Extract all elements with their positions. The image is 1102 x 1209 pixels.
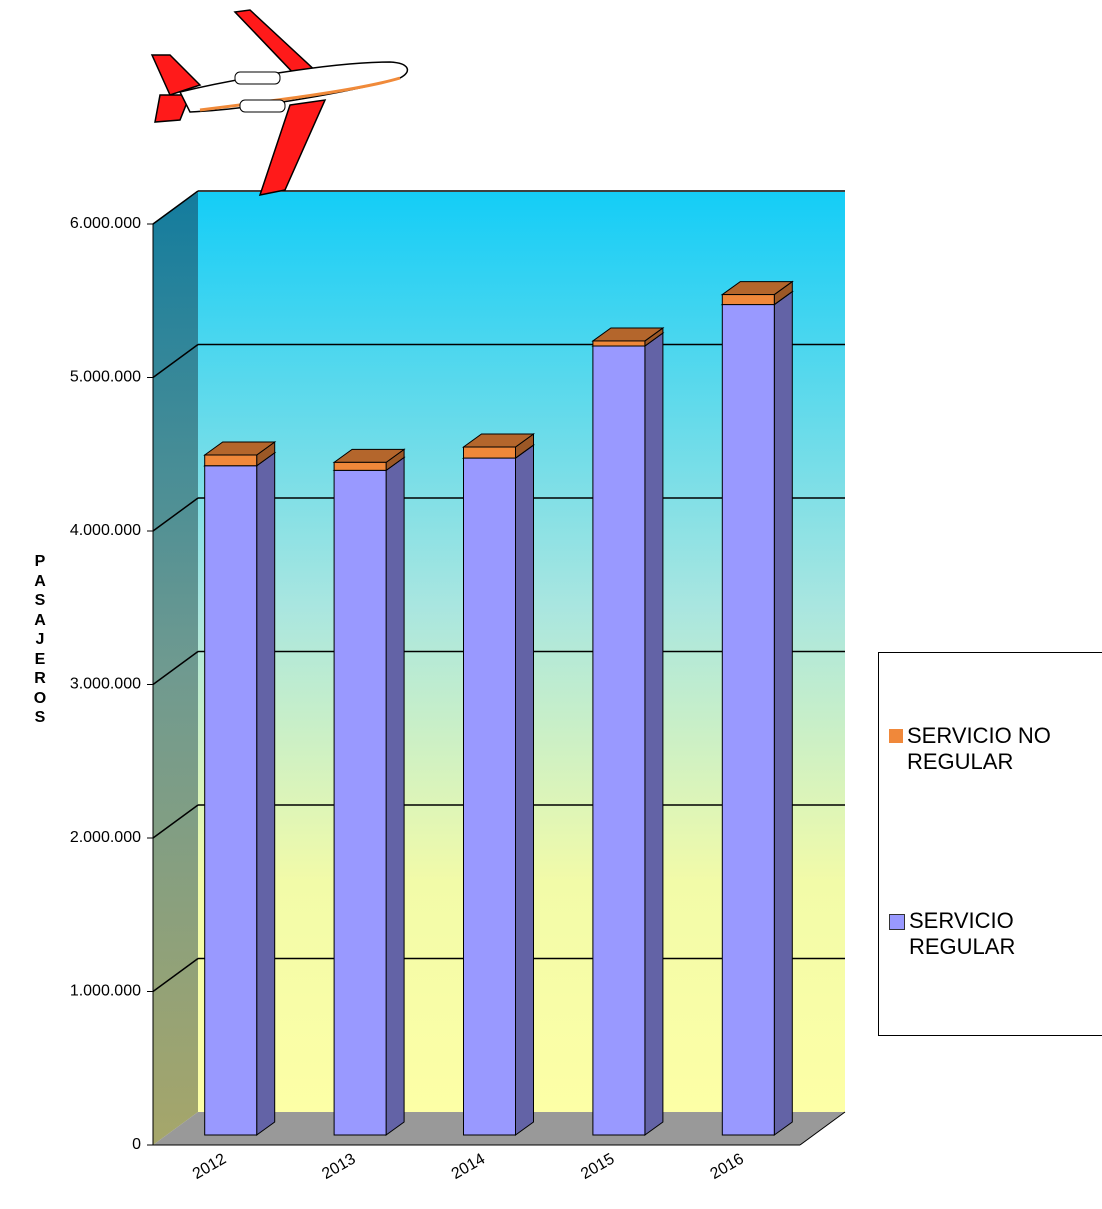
y-tick-label: 5.000.000 (70, 369, 141, 386)
legend-item: SERVICIO NO REGULAR (889, 723, 1099, 775)
bar (204, 465, 258, 1136)
bar-side (256, 451, 276, 1136)
bar-side (385, 456, 405, 1136)
bar-side (515, 444, 534, 1136)
x-tick-label: 2014 (449, 1150, 488, 1183)
bar-side (773, 290, 793, 1136)
x-tick-label: 2016 (707, 1150, 746, 1183)
bar (333, 461, 387, 471)
bar-side (644, 332, 664, 1136)
legend-item: SERVICIO REGULAR (889, 908, 1099, 960)
y-tick-label: 0 (132, 1136, 141, 1153)
y-tick-label: 4.000.000 (70, 522, 141, 539)
airplane-illustration (150, 9, 409, 196)
legend-label: SERVICIO REGULAR (909, 908, 1016, 959)
bar (721, 304, 775, 1136)
grid-line (152, 957, 199, 993)
bar (463, 457, 516, 1136)
x-tick-label: 2013 (319, 1150, 358, 1183)
bar (333, 469, 387, 1136)
legend-swatch (889, 729, 903, 743)
grid-line (152, 804, 199, 839)
grid-line (152, 497, 199, 532)
grid-line (152, 343, 199, 379)
y-tick-label: 1.000.000 (70, 983, 141, 1000)
bar (463, 446, 516, 459)
bar (592, 345, 646, 1136)
legend-swatch (889, 914, 905, 930)
bar (592, 340, 646, 347)
y-tick-label: 6.000.000 (70, 215, 141, 232)
bar (721, 294, 775, 306)
y-tick-label: 2.000.000 (70, 829, 141, 846)
x-tick-label: 2012 (190, 1150, 229, 1183)
grid-line (152, 190, 199, 225)
bar (204, 454, 258, 467)
y-axis-label: PASAJEROS (33, 553, 47, 726)
legend: SERVICIO NO REGULAR SERVICIO REGULAR (878, 652, 1102, 1036)
y-tick-label: 3.000.000 (70, 676, 141, 693)
x-tick-label: 2015 (578, 1150, 617, 1183)
legend-label: SERVICIO NO REGULAR (907, 723, 1051, 774)
grid-line (152, 650, 199, 686)
floor-edge (799, 1111, 846, 1146)
